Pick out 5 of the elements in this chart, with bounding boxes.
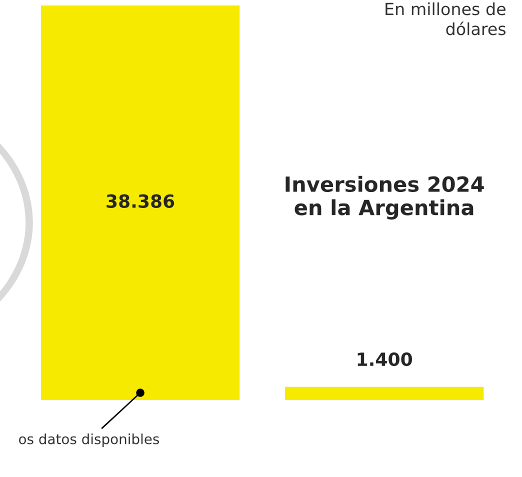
text: os datos disponibles — [19, 434, 160, 447]
data-label: 38.386 — [106, 194, 174, 208]
data-label: 1.400 — [358, 352, 412, 366]
x-tick-label: Inversiones 2024 en la Argentina — [286, 176, 484, 220]
annotation: En millones de dólares — [386, 2, 506, 36]
